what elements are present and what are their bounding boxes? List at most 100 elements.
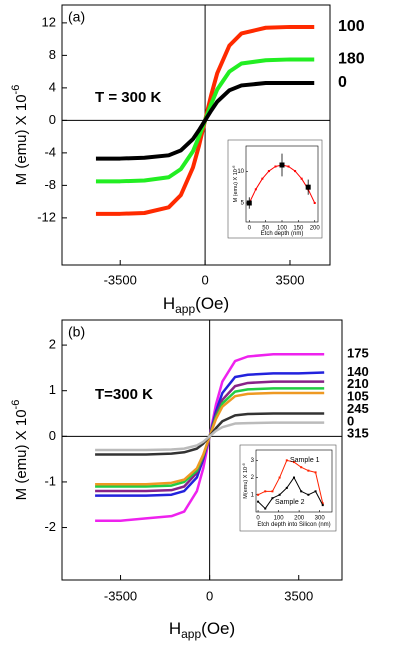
x-axis-title-unit: (Oe): [195, 294, 229, 313]
point: [278, 493, 281, 496]
legend-label: 140: [347, 364, 369, 379]
point: [293, 461, 295, 464]
point: [314, 490, 317, 493]
annotation: T=300 K: [95, 386, 153, 403]
plot-frame: [61, 319, 343, 581]
inset: 1 2 3 0 100 200 300 M(emu) X 10-6 Etch depth int…: [239, 444, 337, 532]
point: [294, 170, 297, 173]
legend-label: 100: [338, 18, 365, 35]
y-axis-title: M(emu) X 10-6: [241, 463, 249, 499]
point: [287, 165, 290, 168]
plot-frame: [255, 449, 333, 513]
legend-label: 210: [347, 376, 369, 391]
point: [285, 459, 288, 462]
legend-label: 0: [347, 413, 354, 428]
legend-label: 180: [338, 51, 365, 68]
x-tick-label: 50: [262, 226, 269, 232]
legend-label: 175: [347, 346, 369, 361]
y-tick-label: 0: [49, 112, 56, 127]
point: [313, 202, 316, 204]
legend-label: Sample 2: [275, 499, 305, 506]
y-axis-title-text: M(emu) X 10: [243, 467, 249, 499]
x-tick-label: 150: [293, 226, 304, 232]
legend-label: 0: [338, 74, 347, 91]
legend-label: 315: [347, 426, 369, 441]
x-axis-title-text: H: [163, 294, 175, 313]
legend-label: Sample 1: [290, 457, 320, 464]
x-tick-label: 300: [315, 516, 326, 522]
point: [321, 502, 324, 505]
series-line: [95, 421, 325, 452]
y-tick-label: 2: [49, 337, 56, 352]
point: [261, 177, 264, 180]
y-tick-label: 1: [49, 382, 56, 397]
point: [321, 504, 324, 507]
x-axis-title: Etch depth into Silicon (nm): [257, 522, 330, 528]
y-tick-label: 8: [49, 47, 56, 62]
point: [307, 493, 310, 496]
point: [246, 200, 252, 206]
x-tick-label: 100: [274, 516, 285, 522]
x-axis-title: Happ(Oe): [169, 619, 235, 641]
point: [293, 476, 295, 479]
point: [267, 170, 270, 173]
series-line: [95, 81, 315, 161]
point: [307, 469, 310, 472]
point: [271, 497, 274, 500]
y-axis-title-exponent: -6: [10, 85, 22, 95]
x-tick-label: -3500: [104, 272, 137, 287]
y-tick-label: 4: [49, 79, 56, 94]
legend-label: 245: [347, 401, 369, 416]
point: [314, 471, 317, 474]
point: [300, 490, 303, 493]
y-axis-title-exponent: -6: [231, 165, 236, 169]
point: [305, 184, 311, 190]
y-tick-label: 5: [241, 201, 245, 207]
x-axis-title-subscript: app: [175, 302, 195, 316]
series-line: [257, 459, 324, 504]
x-tick-label: -3500: [104, 588, 137, 603]
legend-label: 105: [347, 389, 369, 404]
y-axis-title-exponent: -6: [241, 463, 246, 467]
x-tick-label: 0: [206, 588, 213, 603]
x-axis-title: Etch depth (nm): [261, 231, 304, 237]
y-axis-title: M (emu) X 10-6: [231, 165, 239, 203]
point: [271, 490, 274, 493]
x-axis-title: Happ(Oe): [163, 294, 229, 316]
y-axis-title: M (emu) X 10-6: [10, 85, 30, 186]
point: [300, 466, 303, 469]
y-tick-label: -2: [44, 519, 56, 534]
annotation: T = 300 K: [95, 89, 161, 106]
x-tick-label: 0: [256, 516, 260, 522]
y-axis-title-text: M (emu) X 10: [233, 169, 239, 202]
y-tick-label: 10: [237, 169, 244, 175]
panel-label: (a): [68, 9, 85, 25]
y-axis-title-exponent: -6: [10, 400, 22, 410]
point: [278, 476, 281, 479]
x-axis-title-subscript: app: [181, 627, 201, 641]
y-tick-label: 0: [49, 428, 56, 443]
x-tick-label: 0: [201, 272, 208, 287]
series-line: [257, 477, 324, 510]
y-tick-label: -4: [44, 144, 56, 159]
x-axis-title-text: Etch depth into Silicon (nm): [257, 522, 330, 528]
y-tick-label: 12: [42, 14, 56, 29]
y-tick-label: -1: [44, 473, 56, 488]
y-axis-title: M (emu) X 10-6: [10, 400, 30, 501]
x-tick-label: 200: [294, 516, 305, 522]
y-tick-label: 1: [251, 492, 255, 498]
x-axis-title-text: H: [169, 619, 181, 638]
x-tick-label: 200: [310, 226, 321, 232]
x-axis-title-text: Etch depth (nm): [261, 231, 304, 237]
y-tick-label: -8: [44, 177, 56, 192]
point: [274, 165, 277, 168]
point: [257, 500, 260, 503]
x-tick-label: 3500: [276, 272, 305, 287]
x-tick-label: 0: [248, 226, 252, 232]
plot-frame: [61, 4, 331, 266]
